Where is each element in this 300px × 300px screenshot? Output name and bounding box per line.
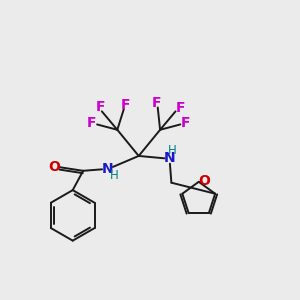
Text: N: N (164, 151, 176, 165)
Text: O: O (49, 160, 61, 174)
Text: F: F (121, 98, 130, 112)
Text: F: F (152, 96, 161, 110)
Text: N: N (102, 162, 113, 176)
Text: F: F (175, 101, 185, 115)
Text: O: O (198, 174, 210, 188)
Text: H: H (110, 169, 118, 182)
Text: F: F (181, 116, 190, 130)
Text: F: F (96, 100, 105, 114)
Text: F: F (87, 116, 97, 130)
Text: H: H (168, 143, 176, 157)
